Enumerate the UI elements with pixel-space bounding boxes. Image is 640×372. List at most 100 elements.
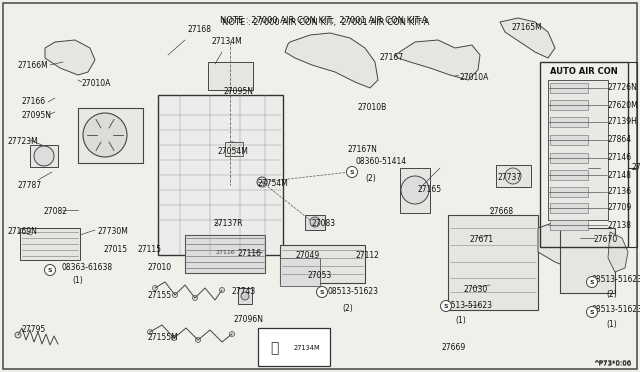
Bar — [208, 62, 253, 90]
Text: 27053: 27053 — [308, 270, 332, 279]
Text: ^P73*0:06: ^P73*0:06 — [594, 361, 632, 367]
Bar — [185, 235, 265, 273]
Bar — [550, 220, 588, 230]
Text: 08363-61638: 08363-61638 — [62, 263, 113, 273]
Text: AUTO AIR CON: AUTO AIR CON — [550, 67, 618, 77]
Text: 27723M: 27723M — [8, 138, 39, 147]
Bar — [20, 228, 80, 260]
Text: 27743: 27743 — [232, 288, 256, 296]
Text: 27669: 27669 — [442, 343, 467, 353]
Text: NOTE : 27000 AIR CON KIT,  27001 AIR CON KIT-A: NOTE : 27000 AIR CON KIT, 27001 AIR CON … — [220, 16, 428, 25]
Text: 27134M: 27134M — [294, 345, 321, 351]
Text: S: S — [320, 289, 324, 295]
Text: S: S — [48, 267, 52, 273]
Text: 27167N: 27167N — [348, 145, 378, 154]
Text: 27155M: 27155M — [148, 334, 179, 343]
Circle shape — [172, 336, 177, 340]
Circle shape — [257, 177, 267, 187]
Text: 27754M: 27754M — [258, 180, 289, 189]
Text: 27030: 27030 — [464, 285, 488, 295]
Text: (2): (2) — [365, 173, 376, 183]
Text: 08513-51623: 08513-51623 — [442, 301, 493, 311]
Text: 27709: 27709 — [608, 203, 632, 212]
Text: 27010B: 27010B — [357, 103, 387, 112]
Text: (2): (2) — [342, 304, 353, 312]
Text: 27049: 27049 — [295, 250, 319, 260]
Text: 27148: 27148 — [608, 170, 632, 180]
Circle shape — [346, 167, 358, 177]
Text: 27010A: 27010A — [460, 74, 490, 83]
Polygon shape — [395, 40, 480, 80]
Circle shape — [505, 168, 521, 184]
Text: 27166: 27166 — [22, 97, 46, 106]
Text: 27146: 27146 — [608, 154, 632, 163]
Text: 27116: 27116 — [215, 250, 235, 254]
Circle shape — [83, 113, 127, 157]
Circle shape — [586, 276, 598, 288]
Text: 27787: 27787 — [18, 180, 42, 189]
Text: 27730M: 27730M — [97, 228, 128, 237]
Circle shape — [173, 292, 177, 298]
Text: ⌒: ⌒ — [270, 341, 278, 355]
Text: 27168: 27168 — [187, 26, 211, 35]
Circle shape — [152, 285, 157, 291]
Text: 27166M: 27166M — [18, 61, 49, 70]
Circle shape — [15, 332, 21, 338]
Circle shape — [147, 330, 152, 334]
Text: 27165M: 27165M — [512, 23, 543, 32]
Text: 27136: 27136 — [608, 187, 632, 196]
Bar — [30, 145, 58, 167]
Text: 27116: 27116 — [238, 250, 262, 259]
Text: 27668: 27668 — [490, 208, 514, 217]
Circle shape — [220, 288, 225, 292]
Text: 08513-51623: 08513-51623 — [592, 305, 640, 314]
Bar — [496, 165, 531, 187]
Bar — [550, 83, 588, 93]
Circle shape — [195, 337, 200, 343]
Bar — [400, 168, 430, 213]
Text: S: S — [349, 170, 355, 174]
Text: 27054M: 27054M — [217, 148, 248, 157]
Circle shape — [317, 286, 328, 298]
Text: 27112: 27112 — [355, 250, 379, 260]
Text: 27138: 27138 — [608, 221, 632, 230]
Text: S: S — [444, 304, 448, 308]
Circle shape — [230, 331, 234, 337]
Text: 27620M: 27620M — [608, 100, 639, 109]
Text: (1): (1) — [72, 276, 83, 285]
Text: (1): (1) — [455, 315, 466, 324]
Bar — [258, 328, 330, 366]
Text: 27155: 27155 — [148, 291, 172, 299]
Text: 27095N: 27095N — [22, 110, 52, 119]
Text: NOTE : 27000 AIR CON KIT,  27001 AIR CON KIT-A: NOTE : 27000 AIR CON KIT, 27001 AIR CON … — [222, 18, 429, 27]
Bar — [550, 117, 588, 127]
Text: 27795: 27795 — [22, 326, 46, 334]
Bar — [225, 142, 243, 156]
Bar — [280, 245, 365, 283]
Text: 27726N: 27726N — [608, 83, 638, 93]
Text: 27137R: 27137R — [214, 219, 243, 228]
Circle shape — [226, 142, 238, 154]
Text: (2): (2) — [606, 291, 617, 299]
Polygon shape — [608, 232, 628, 272]
Text: 27095N: 27095N — [224, 87, 254, 96]
Bar — [550, 203, 588, 213]
Text: 27096N: 27096N — [234, 315, 264, 324]
Text: 27115: 27115 — [138, 246, 162, 254]
Text: 08513-51623: 08513-51623 — [328, 288, 379, 296]
Bar — [448, 215, 538, 310]
Text: 27165: 27165 — [418, 186, 442, 195]
Bar — [305, 215, 325, 230]
Text: 27130: 27130 — [632, 164, 640, 173]
Text: 27737: 27737 — [498, 173, 522, 183]
Bar — [550, 170, 588, 180]
Text: 27010A: 27010A — [82, 80, 111, 89]
Text: ^P73*0:06: ^P73*0:06 — [594, 360, 632, 366]
Circle shape — [241, 292, 249, 300]
Polygon shape — [500, 18, 555, 58]
Text: 27167: 27167 — [380, 54, 404, 62]
Bar — [78, 108, 143, 163]
Bar — [550, 100, 588, 110]
Text: 27864: 27864 — [608, 135, 632, 144]
Text: S: S — [589, 279, 595, 285]
